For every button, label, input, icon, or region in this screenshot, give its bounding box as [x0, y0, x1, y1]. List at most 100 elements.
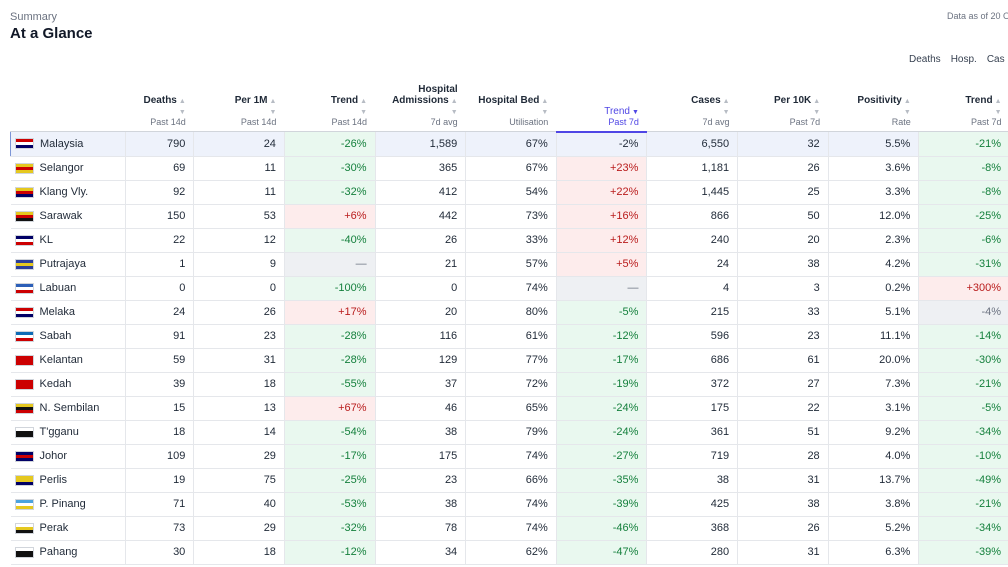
national-row[interactable]: Malaysia 790 24 -26% 1,589 67% -2% 6,550 32 5.5% -… [9, 131, 1008, 157]
sort-icon[interactable]: ▲ ▼ [269, 98, 277, 116]
state-cell: Selangor [10, 156, 127, 181]
state-flag-icon [14, 378, 34, 390]
column-subtitle: Past 7d [789, 117, 821, 127]
cell-hospital-admissions: 365 [375, 156, 467, 181]
sort-icon[interactable]: ▲ ▼ [178, 98, 186, 116]
state-cell: Malaysia [9, 131, 127, 157]
cell-trend: -25% [918, 204, 1008, 229]
table-row[interactable]: Kelantan 59 31 -28% 129 77% -17% 686 61 20.0% -30% [10, 348, 1008, 373]
cell-per-10k: 51 [737, 420, 829, 445]
sort-icon[interactable]: ▲ ▼ [360, 98, 368, 116]
cell-per-1m: 29 [193, 444, 285, 469]
sort-desc-icon[interactable]: ▼ [632, 108, 639, 116]
table-row[interactable]: Sabah 91 23 -28% 116 61% -12% 596 23 11.1% -14% [10, 324, 1008, 349]
cell-cases: 686 [646, 348, 739, 373]
table-row[interactable]: Pahang 30 18 -12% 34 62% -47% 280 31 6.3% -39% [10, 540, 1008, 565]
cell-trend: +17% [284, 300, 376, 325]
state-cell: KL [10, 228, 127, 253]
cell-hospital-bed: 54% [465, 180, 557, 205]
cell-trend: +16% [556, 204, 648, 229]
cell-per-1m: 24 [193, 131, 285, 157]
tab-hosp[interactable]: Hosp. [950, 54, 977, 65]
state-name: Malaysia [40, 137, 84, 150]
cell-hospital-bed: 33% [465, 228, 557, 253]
sort-icon[interactable]: ▲ ▼ [903, 98, 911, 116]
cell-per-1m: 29 [193, 516, 285, 541]
table-row[interactable]: T'gganu 18 14 -54% 38 79% -24% 361 51 9.2% -34% [10, 420, 1008, 445]
cell-trend: -26% [284, 131, 376, 157]
cell-hospital-admissions: 23 [375, 468, 467, 493]
cell-per-1m: 9 [193, 252, 285, 277]
cell-trend: -24% [556, 396, 648, 421]
column-title: Trend [330, 95, 359, 106]
column-subtitle: Past 14d [240, 117, 277, 127]
column-header-hospital-bed-4[interactable]: Hospital Bed ▲ ▼ Utilisation [465, 84, 557, 132]
cell-hospital-admissions: 38 [375, 420, 467, 445]
table-row[interactable]: Johor 109 29 -17% 175 74% -27% 719 28 4.0% -10% [10, 444, 1008, 469]
cell-trend: -2% [556, 131, 648, 157]
sort-icon[interactable]: ▲ ▼ [541, 98, 549, 116]
state-cell: Klang Vly. [10, 180, 127, 205]
table-row[interactable]: Labuan 0 0 -100% 0 74% —4 3 0.2% +300% [10, 276, 1008, 301]
table-row[interactable]: Perak 73 29 -32% 78 74% -46% 368 26 5.2% -34% [10, 516, 1008, 541]
column-title: Trend [965, 95, 993, 106]
column-header-positivity-8[interactable]: Positivity ▲ ▼ Rate [828, 84, 919, 132]
cell-cases: 280 [646, 540, 739, 565]
column-header-per-1m-1[interactable]: Per 1M ▲ ▼ Past 14d [193, 84, 285, 132]
table-row[interactable]: Melaka 24 26 +17% 20 80% -5% 215 33 5.1% -4% [10, 300, 1008, 325]
cell-cases: 24 [646, 252, 739, 277]
sort-icon[interactable]: ▲ ▼ [450, 98, 458, 116]
cell-trend: -5% [556, 300, 648, 325]
state-flag-icon [14, 282, 34, 294]
cell-deaths: 150 [125, 204, 195, 229]
cell-trend: -17% [556, 348, 648, 373]
table-row[interactable]: Selangor 69 11 -30% 365 67% +23% 1,181 26 3.6% -8% [10, 156, 1008, 181]
state-cell: Perak [10, 516, 127, 541]
state-cell: P. Pinang [10, 492, 127, 517]
table-row[interactable]: Klang Vly. 92 11 -32% 412 54% +22% 1,445 25 3.3% -… [10, 180, 1008, 205]
state-name: Kelantan [39, 354, 83, 367]
table-row[interactable]: Putrajaya 1 9—21 57% +5% 24 38 4.2% -31% [10, 252, 1008, 277]
column-header-hospital-admissions-3[interactable]: Hospital Admissions ▲ ▼ 7d avg [375, 84, 466, 132]
table-row[interactable]: N. Sembilan 15 13 +67% 46 65% -24% 175 22 3.1% -5% [10, 396, 1008, 421]
column-header-per-10k-7[interactable]: Per 10K ▲ ▼ Past 7d [737, 84, 829, 132]
cell-hospital-admissions: 26 [375, 228, 467, 253]
tab-cas[interactable]: Cas [986, 54, 1005, 65]
cell-trend: -8% [918, 156, 1008, 181]
cell-cases: 596 [646, 324, 739, 349]
table-row[interactable]: KL 22 12 -40% 26 33% +12% 240 20 2.3% -6% [10, 228, 1008, 253]
state-column-header [10, 84, 126, 132]
cell-cases: 361 [646, 420, 739, 445]
state-cell: Pahang [10, 540, 127, 565]
state-flag-icon [14, 522, 34, 534]
state-flag-icon [14, 546, 34, 558]
column-header-deaths-0[interactable]: Deaths ▲ ▼ Past 14d [125, 84, 194, 132]
state-name: Pahang [39, 546, 78, 559]
state-flag-icon [14, 186, 34, 198]
cell-trend: -12% [284, 540, 376, 565]
cell-hospital-bed: 57% [465, 252, 557, 277]
cell-trend: -34% [918, 420, 1008, 445]
sort-icon[interactable]: ▲ ▼ [994, 98, 1002, 116]
cell-hospital-bed: 77% [465, 348, 557, 373]
cell-cases: 4 [646, 276, 739, 301]
sort-icon[interactable]: ▲ ▼ [813, 98, 821, 116]
cell-deaths: 24 [125, 300, 195, 325]
column-header-trend-2[interactable]: Trend ▲ ▼ Past 14d [284, 84, 376, 132]
column-header-trend-5[interactable]: Trend ▼ Past 7d [556, 84, 647, 133]
table-row[interactable]: Sarawak 150 53 +6% 442 73% +16% 866 50 12.0% -25% [10, 204, 1008, 229]
table-row[interactable]: P. Pinang 71 40 -53% 38 74% -39% 425 38 3.8% -21% [10, 492, 1008, 517]
tab-deaths[interactable]: Deaths [909, 54, 941, 65]
data-as-of: Data as of 20 Oc [947, 11, 1008, 21]
cell-cases: 425 [646, 492, 739, 517]
cell-positivity: 9.2% [828, 420, 920, 445]
sort-icon[interactable]: ▲ ▼ [722, 98, 730, 116]
state-name: KL [39, 234, 53, 247]
cell-per-1m: 11 [193, 156, 285, 181]
metric-tabs: Deaths Hosp. Cas [909, 54, 1008, 65]
table-row[interactable]: Perlis 19 75 -25% 23 66% -35% 38 31 13.7% -49% [10, 468, 1008, 493]
column-header-cases-6[interactable]: Cases ▲ ▼ 7d avg [646, 84, 738, 132]
column-header-trend-9[interactable]: Trend ▲ ▼ Past 7d [918, 84, 1008, 132]
table-row[interactable]: Kedah 39 18 -55% 37 72% -19% 372 27 7.3% -21% [10, 372, 1008, 397]
cell-per-1m: 31 [193, 348, 285, 373]
